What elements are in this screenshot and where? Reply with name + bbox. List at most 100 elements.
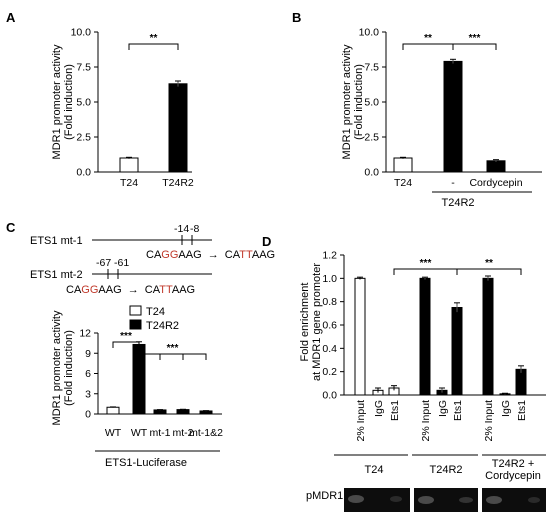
significance-bracket <box>128 43 179 50</box>
x-tick-label: mt-2 <box>173 427 194 439</box>
ylabel-c-group: MDR1 promoter activity (Fold induction) <box>51 310 75 425</box>
seq-mut: TT <box>159 284 173 296</box>
seq-part: AAG <box>178 249 201 261</box>
x-tick-label: - <box>451 177 455 189</box>
significance-label: *** <box>167 343 179 354</box>
significance-bracket <box>138 353 207 360</box>
seq-part: AAG <box>172 284 195 296</box>
ylabel-b-2: (Fold induction) <box>353 64 365 140</box>
bar <box>482 277 494 396</box>
y-tick-label: 3 <box>85 388 91 400</box>
significance-bracket <box>452 43 497 50</box>
ylabel-a: MDR1 promoter activity <box>51 44 63 159</box>
y-tick-label: 7.5 <box>76 62 91 74</box>
significance-label: ** <box>485 258 493 269</box>
significance-label: ** <box>424 33 432 44</box>
seq-part: AAG <box>98 284 121 296</box>
group-label-d-2: T24R2 <box>429 464 462 476</box>
ylabel-c-2: (Fold induction) <box>63 330 75 406</box>
ylabel-d: Fold enrichment <box>299 283 311 362</box>
y-tick-label: 10.0 <box>359 27 380 39</box>
y-tick-label: 0.8 <box>322 296 337 308</box>
group-label-d-4: Cordycepin <box>485 470 541 482</box>
bar <box>515 368 527 396</box>
significance-bracket <box>402 43 454 50</box>
x-tick-label: T24R2 <box>162 177 194 189</box>
x-tick-label: Cordycepin <box>469 177 522 189</box>
mt2-sequence: CAGGAAG → CATTAAG <box>66 284 195 296</box>
mt1-pos-a: -14 <box>174 223 189 235</box>
x-tick-label: IgG <box>437 400 449 417</box>
ylabel-a-2: (Fold induction) <box>63 64 75 140</box>
legend-c: T24 T24R2 <box>129 305 179 332</box>
significance-label: *** <box>120 331 132 342</box>
y-tick-label: 0.0 <box>322 390 337 402</box>
x-tick-label: 2% Input <box>355 400 367 442</box>
legend-swatch-t24 <box>129 305 142 316</box>
seq-mut: GG <box>161 249 178 261</box>
significance-bracket <box>393 268 458 275</box>
mt2-pos-b: -61 <box>114 257 129 269</box>
seq-part: CA <box>66 284 82 296</box>
construct-diagram: ETS1 mt-1 -14 -8 CAGGAAG → CATTAAG ETS1 … <box>30 223 275 296</box>
gel-band <box>528 497 540 503</box>
bar <box>119 157 139 173</box>
x-tick-label: 2% Input <box>483 400 495 442</box>
seq-mut: TT <box>239 249 253 261</box>
x-tick-label: mt-1 <box>150 427 171 439</box>
x-tick-label: T24 <box>394 177 412 189</box>
y-tick-label: 1.0 <box>322 273 337 285</box>
gel-band <box>459 497 473 503</box>
bar <box>451 307 463 396</box>
group-label-d-1: T24 <box>365 464 384 476</box>
group-label-b: T24R2 <box>441 197 474 209</box>
y-tick-label: 0.0 <box>364 167 379 179</box>
y-tick-label: 5.0 <box>76 97 91 109</box>
bar <box>199 410 213 415</box>
gel-strip: pMDR1 <box>306 488 546 512</box>
x-tick-label: Ets1 <box>452 400 464 421</box>
x-tick-label: Ets1 <box>389 400 401 421</box>
y-tick-label: 10.0 <box>71 27 92 39</box>
gel-band <box>348 495 364 503</box>
seq-arrow: → <box>128 284 139 296</box>
gel-band <box>486 496 502 504</box>
gel-band <box>418 496 434 504</box>
seq-part: AAG <box>252 249 275 261</box>
groups-d: T24 T24R2 T24R2 + Cordycepin <box>334 454 546 482</box>
x-tick-label: mt-1&2 <box>189 427 223 439</box>
y-tick-label: 1.2 <box>322 250 337 262</box>
x-tick-label: WT <box>131 427 148 439</box>
bar <box>168 83 188 173</box>
y-tick-label: 6 <box>85 368 91 380</box>
y-tick-label: 12 <box>79 328 91 340</box>
panel-label-b: B <box>292 10 301 25</box>
x-tick-label: IgG <box>373 400 385 417</box>
legend-label-t24r2: T24R2 <box>146 320 179 332</box>
panel-label-c: C <box>6 220 16 235</box>
xlabel-c: ETS1-Luciferase <box>105 457 187 469</box>
ylabel-a-group: MDR1 promoter activity (Fold induction) <box>51 44 75 159</box>
ylabel-b: MDR1 promoter activity <box>341 44 353 159</box>
mt2-label: ETS1 mt-2 <box>30 269 83 281</box>
significance-label: *** <box>469 33 481 44</box>
y-tick-label: 0.6 <box>322 320 337 332</box>
significance-bracket <box>456 268 522 275</box>
y-tick-label: 0.2 <box>322 366 337 378</box>
x-tick-label: WT <box>105 427 122 439</box>
y-tick-label: 0.0 <box>76 167 91 179</box>
significance-label: ** <box>150 33 158 44</box>
y-tick-label: 0.4 <box>322 343 337 355</box>
x-tick-label: 2% Input <box>420 400 432 442</box>
bar <box>419 277 431 396</box>
bar <box>486 160 506 173</box>
x-tick-label: IgG <box>500 400 512 417</box>
gel-label: pMDR1 <box>306 490 343 502</box>
y-tick-label: 0 <box>85 409 91 421</box>
seq-part: CA <box>145 284 161 296</box>
seq-mut: GG <box>81 284 98 296</box>
y-tick-label: 9 <box>85 348 91 360</box>
mt2-pos-a: -67 <box>96 257 111 269</box>
significance-label: *** <box>420 258 432 269</box>
ylabel-c: MDR1 promoter activity <box>51 310 63 425</box>
